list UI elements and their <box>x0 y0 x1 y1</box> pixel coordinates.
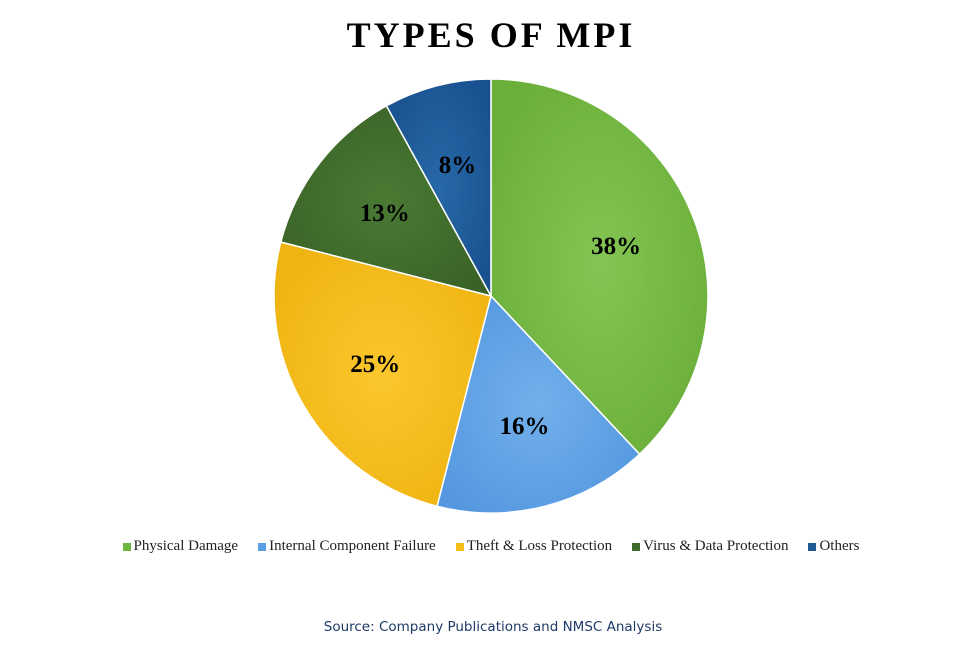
legend-label: Virus & Data Protection <box>643 538 789 554</box>
slice-label-theft-and-loss-protection: 25% <box>350 351 400 378</box>
pie-slice-internal-component-failure <box>436 294 641 514</box>
legend-label: Others <box>819 538 860 554</box>
chart-title: TYPES OF MPI <box>346 15 636 55</box>
legend-label: Internal Component Failure <box>269 538 436 554</box>
legend-label: Physical Damage <box>133 538 239 554</box>
legend-swatch <box>455 542 464 551</box>
slice-label-others: 8% <box>439 152 477 179</box>
slice-label-physical-damage: 38% <box>591 233 641 260</box>
legend-item-virus-and-data-protection: Virus & Data Protection <box>632 538 788 555</box>
pie-slice-virus-and-data-protection <box>279 104 493 298</box>
legend-swatch <box>122 542 131 551</box>
legend: Physical Damage Internal Component Failur… <box>0 538 972 555</box>
legend-item-others: Others <box>808 538 859 555</box>
slice-label-virus-and-data-protection: 13% <box>360 200 410 227</box>
legend-swatch <box>258 542 267 551</box>
legend-item-theft-and-loss-protection: Theft & Loss Protection <box>455 538 613 555</box>
legend-item-physical-damage: Physical Damage <box>122 538 239 555</box>
pie-slice-others <box>385 78 492 297</box>
pie-slice-theft-and-loss-protection <box>273 241 492 508</box>
source-note: Source: Company Publications and NMSC An… <box>323 619 663 635</box>
legend-swatch <box>808 542 817 551</box>
legend-item-internal-component-failure: Internal Component Failure <box>258 538 436 555</box>
pie-slice-physical-damage <box>490 78 709 456</box>
legend-label: Theft & Loss Protection <box>466 538 613 554</box>
legend-swatch <box>632 542 641 551</box>
slice-label-internal-component-failure: 16% <box>500 413 550 440</box>
